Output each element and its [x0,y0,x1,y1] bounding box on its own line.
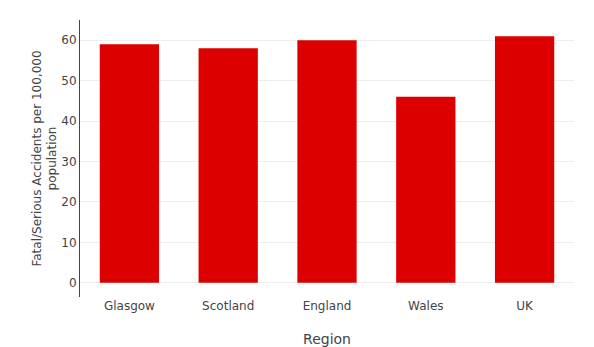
svg-text:0: 0 [69,276,77,290]
svg-text:Wales: Wales [408,299,443,313]
svg-text:40: 40 [61,114,76,128]
svg-text:UK: UK [516,299,534,313]
svg-text:10: 10 [61,236,76,250]
svg-text:50: 50 [61,74,76,88]
svg-text:Scotland: Scotland [202,299,254,313]
svg-text:Glasgow: Glasgow [104,299,155,313]
svg-text:England: England [303,299,352,313]
svg-text:Fatal/Serious Accidents per 10: Fatal/Serious Accidents per 100,000popul… [30,50,60,266]
svg-text:Region: Region [303,331,351,347]
svg-text:20: 20 [61,195,76,209]
svg-text:30: 30 [61,155,76,169]
svg-text:60: 60 [61,33,76,47]
